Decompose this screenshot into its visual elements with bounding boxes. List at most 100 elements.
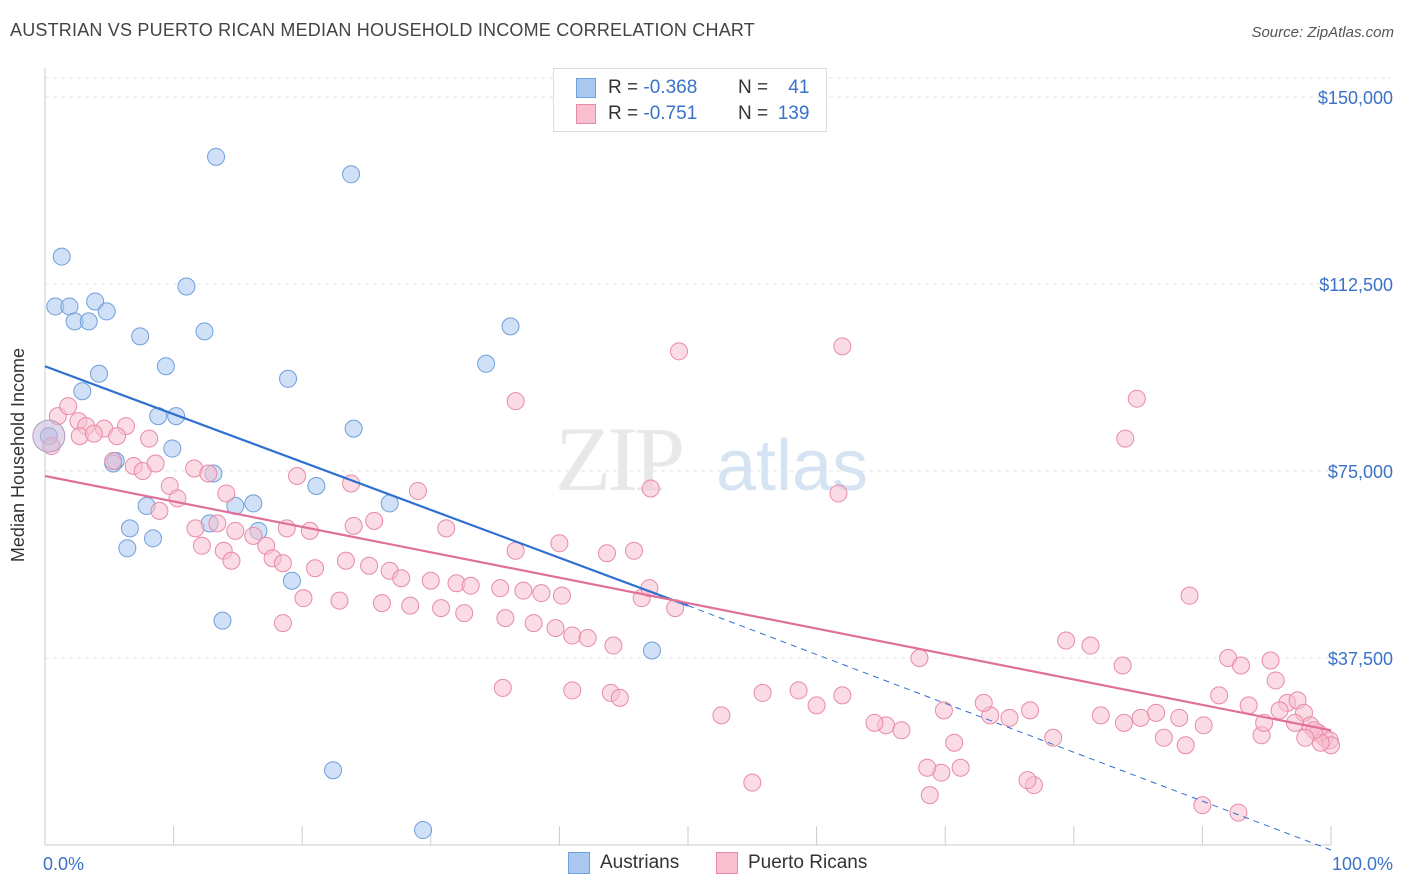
point-puerto-ricans xyxy=(743,773,762,792)
point-puerto-ricans xyxy=(546,619,565,638)
point-austrians xyxy=(414,821,433,840)
x-tick-label-min: 0.0% xyxy=(43,854,84,874)
point-puerto-ricans xyxy=(829,484,848,503)
point-puerto-ricans xyxy=(669,342,688,361)
point-puerto-ricans xyxy=(1154,728,1173,747)
point-puerto-ricans xyxy=(1266,671,1285,690)
point-puerto-ricans xyxy=(1057,631,1076,650)
tick-labels: $37,500 $75,000 $112,500 $150,000 0.0% 100.0% xyxy=(43,88,1393,874)
point-austrians xyxy=(344,419,363,438)
trend-lines xyxy=(44,365,1332,851)
point-puerto-ricans xyxy=(300,521,319,540)
point-puerto-ricans xyxy=(273,554,292,573)
point-puerto-ricans xyxy=(104,452,123,471)
point-austrians xyxy=(120,519,139,538)
point-puerto-ricans xyxy=(217,484,236,503)
y-tick-label: $150,000 xyxy=(1318,88,1393,108)
point-austrians xyxy=(52,247,71,266)
point-austrians xyxy=(118,539,137,558)
point-austrians xyxy=(213,611,232,630)
legend-n-label: N = xyxy=(738,103,769,124)
point-puerto-ricans xyxy=(1270,701,1289,720)
point-puerto-ricans xyxy=(610,688,629,707)
bottom-legend-austrians: Austrians xyxy=(568,852,679,874)
point-puerto-ricans xyxy=(1116,429,1135,448)
point-austrians xyxy=(73,382,92,401)
point-puerto-ricans xyxy=(108,427,127,446)
trend-line-puerto-ricans xyxy=(44,474,1332,732)
point-puerto-ricans xyxy=(563,626,582,645)
point-puerto-ricans xyxy=(421,571,440,590)
point-puerto-ricans xyxy=(951,758,970,777)
scatter-points xyxy=(32,147,1340,840)
point-austrians xyxy=(144,529,163,548)
point-puerto-ricans xyxy=(372,594,391,613)
point-puerto-ricans xyxy=(199,464,218,483)
point-puerto-ricans xyxy=(306,559,325,578)
point-puerto-ricans xyxy=(140,429,159,448)
point-puerto-ricans xyxy=(273,614,292,633)
point-puerto-ricans xyxy=(1239,696,1258,715)
point-puerto-ricans xyxy=(59,397,78,416)
point-puerto-ricans xyxy=(493,678,512,697)
point-puerto-ricans xyxy=(578,629,597,648)
point-puerto-ricans xyxy=(1000,708,1019,727)
point-puerto-ricans xyxy=(550,534,569,553)
point-puerto-ricans xyxy=(1296,728,1315,747)
point-puerto-ricans xyxy=(920,786,939,805)
point-puerto-ricans xyxy=(1091,706,1110,725)
point-puerto-ricans xyxy=(945,733,964,752)
point-puerto-ricans xyxy=(1210,686,1229,705)
bottom-legend-swatch-austrians xyxy=(568,852,590,874)
point-austrians xyxy=(86,292,105,311)
point-puerto-ricans xyxy=(514,581,533,600)
point-austrians xyxy=(131,327,150,346)
point-puerto-ricans xyxy=(84,424,103,443)
point-austrians xyxy=(279,369,298,388)
point-puerto-ricans xyxy=(552,586,571,605)
chart-title: AUSTRIAN VS PUERTO RICAN MEDIAN HOUSEHOL… xyxy=(10,20,755,40)
point-puerto-ricans xyxy=(532,584,551,603)
point-puerto-ricans xyxy=(1176,736,1195,755)
point-puerto-ricans xyxy=(641,479,660,498)
point-puerto-ricans xyxy=(401,596,420,615)
point-puerto-ricans xyxy=(1081,636,1100,655)
point-puerto-ricans xyxy=(892,721,911,740)
point-puerto-ricans xyxy=(491,579,510,598)
point-puerto-ricans xyxy=(1131,708,1150,727)
point-puerto-ricans xyxy=(506,392,525,411)
point-puerto-ricans xyxy=(974,693,993,712)
point-puerto-ricans xyxy=(432,599,451,618)
watermark-zip: ZIP xyxy=(555,408,682,510)
point-puerto-ricans xyxy=(344,516,363,535)
point-puerto-ricans xyxy=(1044,728,1063,747)
point-puerto-ricans xyxy=(192,536,211,555)
point-puerto-ricans xyxy=(330,591,349,610)
point-puerto-ricans xyxy=(604,636,623,655)
point-austrians xyxy=(307,476,326,495)
point-puerto-ricans xyxy=(1194,716,1213,735)
point-puerto-ricans xyxy=(1018,771,1037,790)
legend-n-label: N = xyxy=(738,77,769,98)
point-puerto-ricans xyxy=(461,576,480,595)
point-puerto-ricans xyxy=(624,541,643,560)
point-austrians xyxy=(207,147,226,166)
point-puerto-ricans xyxy=(1193,796,1212,815)
point-puerto-ricans xyxy=(789,681,808,700)
point-puerto-ricans xyxy=(1231,656,1250,675)
point-puerto-ricans xyxy=(1229,803,1248,822)
legend-swatch-austrians xyxy=(576,78,596,98)
point-puerto-ricans xyxy=(1180,586,1199,605)
point-puerto-ricans xyxy=(1114,713,1133,732)
point-austrians xyxy=(501,317,520,336)
legend-n-value: 41 xyxy=(788,77,810,98)
point-puerto-ricans xyxy=(244,526,263,545)
grid-lines xyxy=(45,77,1391,659)
y-tick-label: $37,500 xyxy=(1328,649,1393,669)
point-puerto-ricans xyxy=(833,337,852,356)
y-tick-label: $75,000 xyxy=(1328,462,1393,482)
point-puerto-ricans xyxy=(1113,656,1132,675)
legend-swatch-puerto-ricans xyxy=(576,104,596,124)
point-austrians xyxy=(642,641,661,660)
